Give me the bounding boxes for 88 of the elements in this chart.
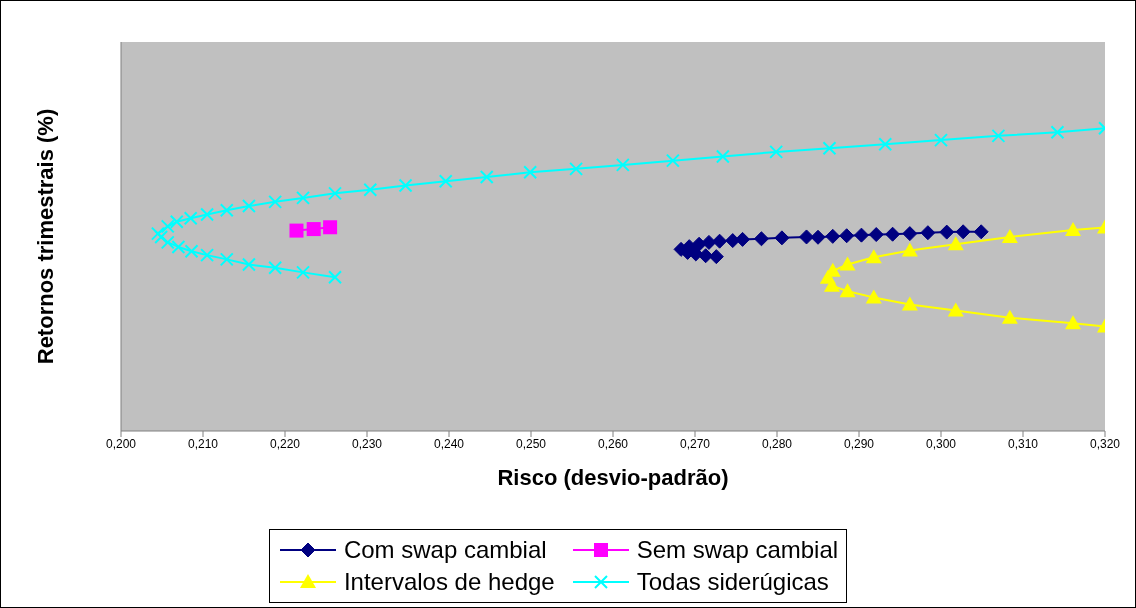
point: [150, 226, 165, 241]
point: [241, 257, 256, 272]
point: [398, 178, 413, 193]
point: [200, 207, 215, 222]
point: [934, 133, 948, 148]
point: [323, 220, 338, 235]
point: [839, 228, 855, 244]
legend-label: Todas siderúgicas: [636, 568, 829, 596]
point: [1001, 228, 1018, 243]
x-tick-label: 0,200: [105, 436, 137, 451]
legend-label: Intervalos de hedge: [343, 568, 555, 596]
point: [839, 256, 856, 271]
x-tick-label: 0,230: [351, 436, 383, 451]
point: [901, 242, 918, 257]
x-axis-title: Risco (desvio-padrão): [497, 464, 729, 490]
point: [810, 229, 826, 245]
point: [947, 302, 964, 317]
point: [438, 174, 453, 189]
point: [774, 230, 790, 246]
point: [868, 227, 884, 243]
point: [715, 149, 730, 164]
legend-label: Com swap cambial: [343, 536, 547, 564]
point: [947, 236, 964, 251]
x-tick-label: 0,220: [269, 436, 301, 451]
point: [160, 235, 175, 250]
point: [865, 249, 882, 264]
point: [885, 226, 901, 242]
point: [268, 194, 283, 209]
point: [160, 219, 175, 234]
point: [306, 222, 321, 237]
point: [1065, 315, 1082, 330]
x-tick-label: 0,270: [679, 436, 711, 451]
point: [701, 234, 717, 250]
point: [769, 144, 784, 159]
point: [991, 128, 1006, 143]
point: [479, 170, 494, 185]
y-axis-title: Retornos trimestrais (%): [32, 108, 58, 365]
point: [219, 203, 234, 218]
point: [171, 239, 186, 254]
point: [1050, 125, 1065, 140]
point: [615, 157, 630, 172]
point: [853, 227, 869, 243]
point: [725, 233, 741, 249]
point: [665, 153, 680, 168]
point: [712, 233, 728, 249]
point: [1001, 309, 1018, 324]
point: [328, 186, 343, 201]
point: [241, 199, 256, 214]
point: [799, 229, 815, 245]
x-tick-label: 0,210: [187, 436, 219, 451]
point: [154, 229, 169, 244]
point: [184, 244, 199, 259]
point: [822, 141, 837, 156]
point: [825, 228, 841, 244]
point: [219, 252, 234, 267]
x-tick-label: 0,240: [433, 436, 465, 451]
x-tick-label: 0,260: [597, 436, 629, 451]
point: [328, 270, 343, 285]
point: [735, 231, 751, 247]
point: [200, 248, 215, 263]
point: [1065, 221, 1082, 236]
point: [691, 236, 707, 252]
point: [973, 224, 989, 240]
x-tick-label: 0,290: [843, 436, 875, 451]
point: [865, 289, 882, 304]
x-tick-label: 0,300: [925, 436, 957, 451]
point: [268, 260, 283, 275]
point: [878, 137, 893, 152]
point: [296, 190, 311, 205]
point: [901, 296, 918, 311]
point: [839, 283, 856, 298]
x-tick-label: 0,310: [1007, 436, 1039, 451]
x-tick-label: 0,280: [761, 436, 793, 451]
point: [169, 214, 184, 229]
point: [289, 223, 304, 238]
point: [523, 165, 538, 180]
x-tick-label: 0,250: [515, 436, 547, 451]
point: [955, 224, 971, 240]
point: [753, 231, 769, 247]
point: [183, 211, 198, 226]
point: [569, 161, 584, 176]
point: [920, 225, 936, 241]
legend-label: Sem swap cambial: [636, 536, 839, 564]
point: [902, 226, 918, 242]
point: [939, 224, 955, 240]
point: [363, 182, 378, 197]
x-tick-label: 0,320: [1089, 436, 1121, 451]
point: [296, 265, 311, 280]
